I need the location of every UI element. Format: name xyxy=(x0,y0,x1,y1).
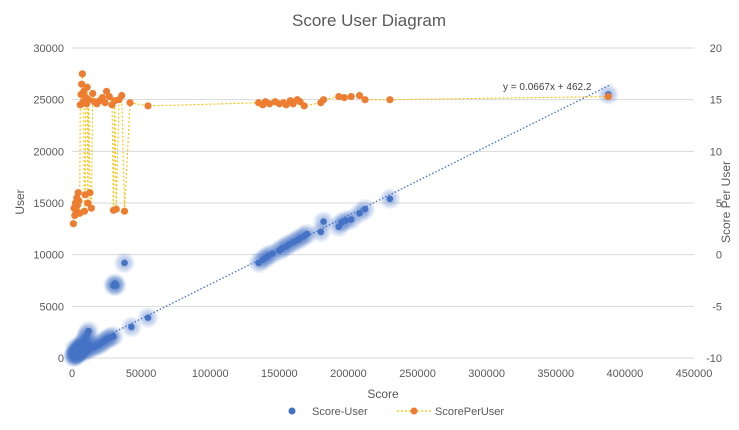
data-point-score-per-user xyxy=(84,96,93,104)
legend-marker-score-user xyxy=(288,407,296,415)
x-tick-label: 100000 xyxy=(192,368,229,380)
data-point-score-user xyxy=(72,344,80,351)
data-point-score-per-user xyxy=(89,89,97,98)
data-point-score-per-user xyxy=(355,91,364,100)
y-tick-label: 10000 xyxy=(33,250,64,262)
data-point-score-per-user xyxy=(118,91,126,100)
y-tick-label: 25000 xyxy=(33,95,64,107)
trendline-equation: y = 0.0667x + 462.2 xyxy=(503,82,592,93)
data-point-score-user xyxy=(317,228,325,236)
data-point-score-user xyxy=(110,333,117,340)
x-tick-label: 0 xyxy=(69,368,75,380)
x-tick-label: 350000 xyxy=(537,368,574,380)
y2-tick-label: -5 xyxy=(712,301,722,313)
data-point-score-per-user xyxy=(84,199,92,207)
y-tick-label: 30000 xyxy=(33,43,64,55)
data-point-score-user xyxy=(347,216,355,223)
data-point-score-user xyxy=(121,259,128,267)
y2-tick-label: 20 xyxy=(710,43,722,55)
y2-axis-title: Score Per User xyxy=(719,161,733,243)
series-score-user xyxy=(62,83,620,368)
x-tick-label: 400000 xyxy=(607,368,644,380)
data-point-score-user xyxy=(361,205,369,213)
data-point-score-user xyxy=(269,250,276,257)
data-point-score-user xyxy=(386,195,394,203)
y2-tick-label: 15 xyxy=(710,95,722,107)
y2-tick-label: 5 xyxy=(716,198,722,210)
data-point-score-per-user xyxy=(126,99,134,107)
data-point-score-per-user xyxy=(319,96,328,104)
data-point-score-user xyxy=(303,230,311,238)
data-point-score-per-user xyxy=(120,207,129,215)
y-tick-label: 0 xyxy=(58,353,64,365)
y2-axis-ticks: -10 -5 0 5 10 15 20 xyxy=(706,43,722,365)
x-axis-title: Score xyxy=(367,387,399,401)
data-point-score-per-user xyxy=(74,189,82,197)
data-point-score-per-user xyxy=(604,92,612,101)
data-point-score-per-user xyxy=(78,70,86,78)
data-point-score-user xyxy=(144,314,152,322)
data-point-score-per-user xyxy=(266,100,274,108)
data-point-score-per-user xyxy=(340,94,348,102)
data-point-score-per-user xyxy=(144,102,152,110)
data-point-score-user xyxy=(85,327,92,335)
x-axis-ticks: 0 50000 100000 150000 200000 250000 300000 3500… xyxy=(69,368,712,380)
legend-marker-score-per-user xyxy=(410,407,418,415)
data-point-score-per-user xyxy=(80,207,89,215)
data-point-score-per-user xyxy=(87,204,95,212)
legend-label-score-user: Score-User xyxy=(312,406,368,418)
data-point-score-user xyxy=(112,282,120,289)
y-axis-ticks: 0 5000 10000 15000 20000 25000 30000 xyxy=(33,43,64,365)
y-tick-label: 5000 xyxy=(40,301,64,313)
data-point-score-per-user xyxy=(78,80,86,88)
x-tick-label: 50000 xyxy=(126,368,157,380)
data-point-score-user xyxy=(342,217,349,224)
data-point-score-per-user xyxy=(347,92,355,101)
data-point-score-user xyxy=(128,323,135,331)
y2-tick-label: -10 xyxy=(706,353,722,365)
data-point-score-per-user xyxy=(69,220,77,228)
data-point-score-per-user xyxy=(361,96,369,104)
data-point-score-per-user xyxy=(86,189,94,197)
legend: Score-User ScorePerUser xyxy=(288,406,504,418)
data-point-score-per-user xyxy=(300,102,308,110)
data-point-score-user xyxy=(320,218,327,225)
x-tick-label: 450000 xyxy=(676,368,713,380)
x-tick-label: 200000 xyxy=(330,368,367,380)
data-point-score-per-user xyxy=(75,197,83,205)
y-tick-label: 20000 xyxy=(33,146,64,158)
data-point-score-user xyxy=(356,210,363,217)
y2-tick-label: 0 xyxy=(716,250,722,262)
data-point-score-per-user xyxy=(386,96,394,104)
x-tick-label: 300000 xyxy=(468,368,505,380)
data-point-score-per-user xyxy=(335,92,343,101)
y-tick-label: 15000 xyxy=(33,198,64,210)
data-point-score-per-user xyxy=(83,83,91,91)
data-point-score-per-user xyxy=(101,99,109,107)
data-point-score-per-user xyxy=(112,205,120,213)
legend-label-score-per-user: ScorePerUser xyxy=(435,406,504,418)
y2-tick-label: 10 xyxy=(710,146,722,158)
y-axis-title: User xyxy=(13,189,27,214)
series-score-per-user xyxy=(69,70,612,228)
data-point-score-per-user xyxy=(105,92,113,101)
x-tick-label: 250000 xyxy=(399,368,436,380)
chart-title: Score User Diagram xyxy=(292,11,446,30)
x-tick-label: 150000 xyxy=(261,368,298,380)
